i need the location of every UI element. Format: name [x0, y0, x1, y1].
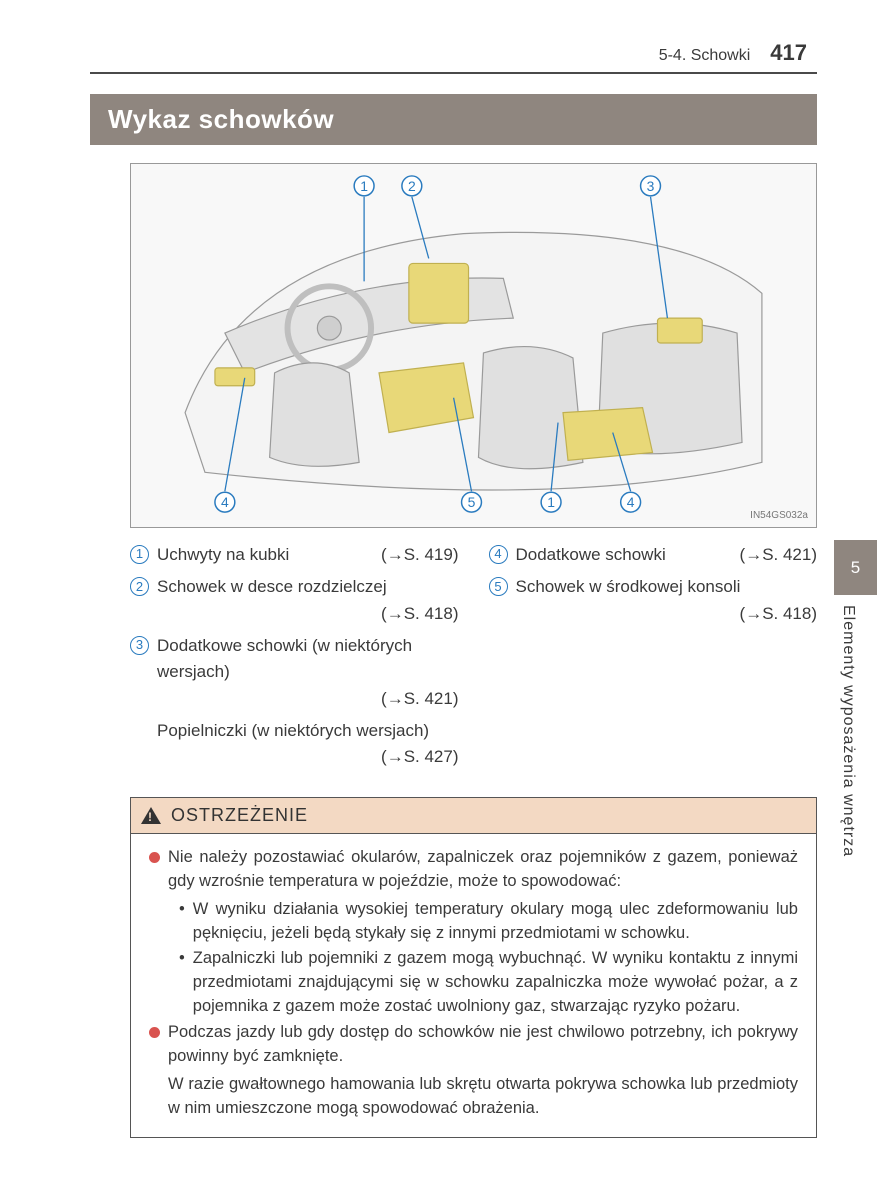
legend-number-icon: 3 — [130, 636, 149, 655]
chapter-tab: 5 — [834, 540, 877, 595]
svg-text:2: 2 — [408, 178, 416, 194]
sub-bullet-icon: • — [179, 947, 185, 1019]
svg-text:4: 4 — [627, 494, 635, 510]
bullet-icon — [149, 1027, 160, 1038]
legend-right-col: 4 Dodatkowe schowki(→S. 421) 5 Schowek w śr… — [489, 542, 818, 777]
chapter-number: 5 — [851, 558, 860, 578]
warning-sublist: •W wyniku działania wysokiej temperatury… — [149, 898, 798, 1020]
warning-text: Podczas jazdy lub gdy dostęp do schowków… — [168, 1021, 798, 1069]
legend-text: Schowek w desce rozdzielczej(→S. 418) — [157, 574, 459, 627]
warning-subtext: W wyniku działania wysokiej temperatury … — [193, 898, 798, 946]
section-label: 5-4. Schowki — [659, 47, 751, 65]
svg-text:5: 5 — [468, 494, 476, 510]
legend-number-icon: 1 — [130, 545, 149, 564]
warning-title: OSTRZEŻENIE — [171, 805, 308, 826]
legend-left-col: 1 Uchwyty na kubki(→S. 419) 2 Schowek w des… — [130, 542, 459, 777]
warning-item: Podczas jazdy lub gdy dostęp do schowków… — [149, 1021, 798, 1069]
interior-svg: 1 2 3 4 5 1 4 — [131, 164, 816, 527]
warning-text: Nie należy pozostawiać okularów, zapalni… — [168, 846, 798, 894]
warning-continuation: W razie gwałtownego hamowania lub skrętu… — [149, 1073, 798, 1121]
warning-header: OSTRZEŻENIE — [131, 798, 816, 834]
bullet-icon — [149, 852, 160, 863]
warning-subitem: •W wyniku działania wysokiej temperatury… — [179, 898, 798, 946]
svg-text:4: 4 — [221, 494, 229, 510]
warning-icon — [141, 807, 161, 824]
svg-text:3: 3 — [647, 178, 655, 194]
manual-page: 5-4. Schowki 417 Wykaz schowków — [0, 0, 877, 1200]
header-rule — [90, 72, 817, 74]
legend: 1 Uchwyty na kubki(→S. 419) 2 Schowek w des… — [130, 542, 817, 777]
page-header: 5-4. Schowki 417 — [90, 40, 817, 66]
legend-number-icon: 4 — [489, 545, 508, 564]
legend-text: Uchwyty na kubki(→S. 419) — [157, 542, 459, 568]
figure-code: IN54GS032a — [750, 510, 808, 521]
page-number: 417 — [770, 40, 807, 66]
legend-text: Dodatkowe schowki(→S. 421) — [516, 542, 818, 568]
legend-number-icon: 2 — [130, 577, 149, 596]
svg-text:1: 1 — [360, 178, 368, 194]
legend-number-icon: 5 — [489, 577, 508, 596]
legend-item: 3 Dodatkowe schowki (w niektórych wersjac… — [130, 633, 459, 712]
legend-item: 1 Uchwyty na kubki(→S. 419) — [130, 542, 459, 568]
legend-text: Schowek w środkowej konsoli(→S. 418) — [516, 574, 818, 627]
page-title: Wykaz schowków — [90, 94, 817, 145]
legend-item: Popielniczki (w niektórych wersjach)(→S.… — [130, 718, 459, 771]
legend-item: 2 Schowek w desce rozdzielczej(→S. 418) — [130, 574, 459, 627]
warning-item: Nie należy pozostawiać okularów, zapalni… — [149, 846, 798, 894]
warning-body: Nie należy pozostawiać okularów, zapalni… — [131, 834, 816, 1137]
warning-subtext: Zapalniczki lub pojemniki z gazem mogą w… — [193, 947, 798, 1019]
legend-text: Dodatkowe schowki (w niektórych wersjach… — [157, 633, 459, 712]
chapter-label: Elementy wyposażenia wnętrza — [839, 605, 857, 857]
legend-text: Popielniczki (w niektórych wersjach)(→S.… — [157, 718, 459, 771]
svg-text:1: 1 — [547, 494, 555, 510]
interior-figure: 1 2 3 4 5 1 4 IN54GS032a — [130, 163, 817, 528]
legend-item: 5 Schowek w środkowej konsoli(→S. 418) — [489, 574, 818, 627]
sub-bullet-icon: • — [179, 898, 185, 946]
warning-subitem: •Zapalniczki lub pojemniki z gazem mogą … — [179, 947, 798, 1019]
warning-box: OSTRZEŻENIE Nie należy pozostawiać okula… — [130, 797, 817, 1138]
legend-item: 4 Dodatkowe schowki(→S. 421) — [489, 542, 818, 568]
